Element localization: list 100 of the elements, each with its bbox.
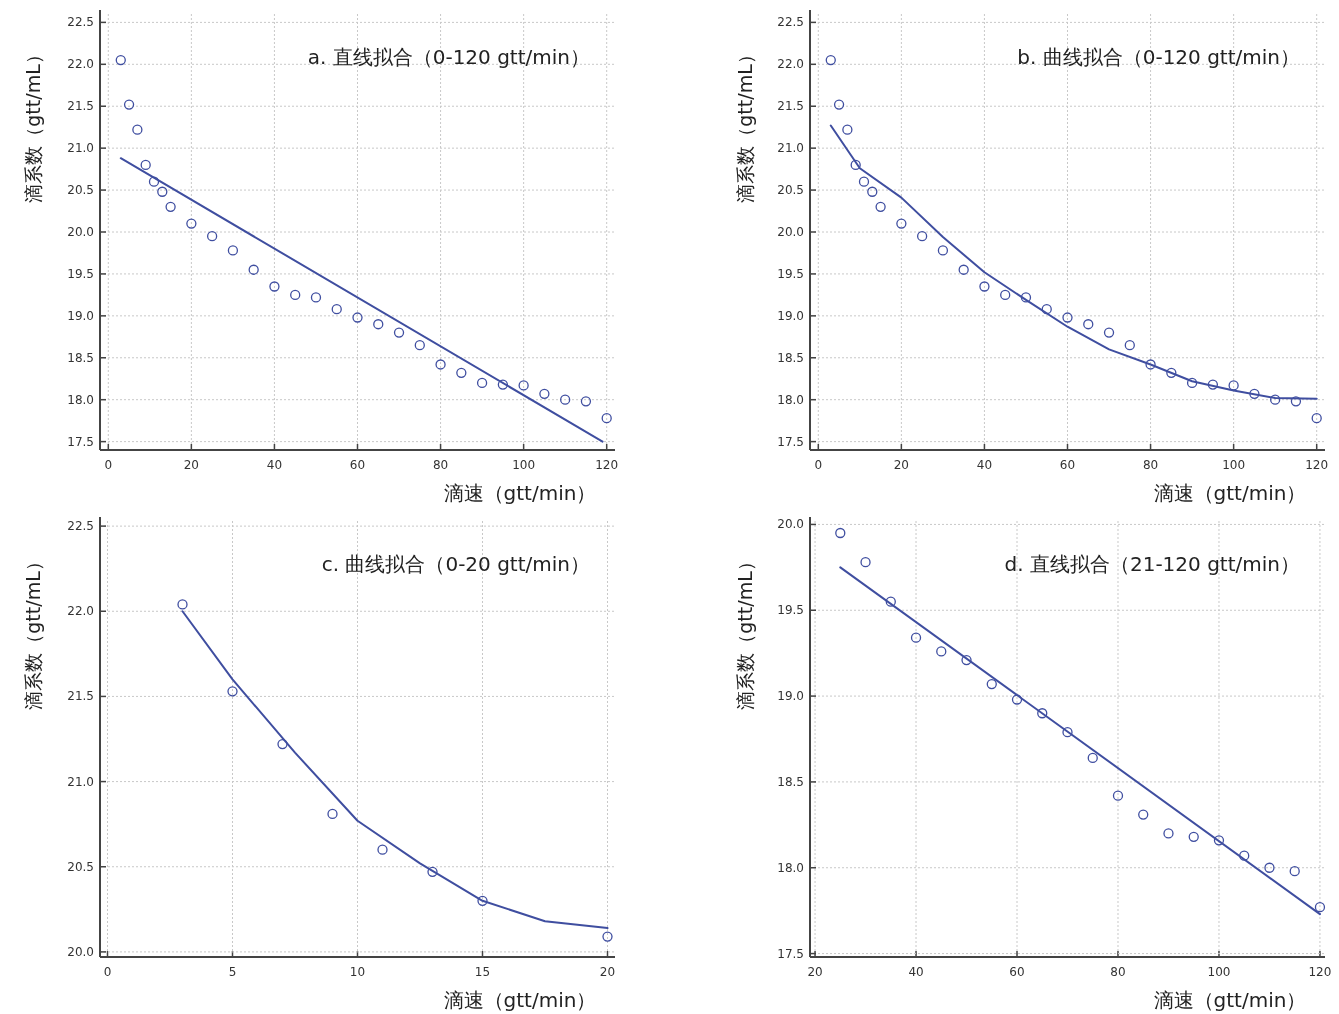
point xyxy=(269,281,280,292)
point xyxy=(1062,312,1073,323)
point xyxy=(1186,377,1198,389)
y-tick-label: 19.0 xyxy=(777,308,804,323)
y-tick-label: 22.5 xyxy=(67,15,94,30)
point xyxy=(1239,850,1250,861)
point xyxy=(456,367,467,379)
y-tick-label: 19.0 xyxy=(67,308,94,323)
y-tick-label: 22.5 xyxy=(777,15,804,30)
point xyxy=(885,596,896,607)
point xyxy=(1000,289,1011,301)
point xyxy=(165,201,176,212)
point xyxy=(476,377,488,389)
y-tick-label: 20.0 xyxy=(777,517,804,532)
point xyxy=(1207,379,1219,390)
point xyxy=(1314,902,1326,913)
point xyxy=(123,99,135,110)
point xyxy=(833,99,845,110)
point xyxy=(867,186,878,197)
x-tick-label: 40 xyxy=(976,458,993,472)
y-tick-label: 21.5 xyxy=(777,99,804,114)
point xyxy=(227,686,238,697)
point xyxy=(936,646,947,657)
x-tick-label: 20 xyxy=(183,458,200,472)
y-tick-label: 18.5 xyxy=(777,774,804,789)
point xyxy=(825,54,836,66)
y-tick-label: 21.5 xyxy=(67,99,94,114)
point xyxy=(186,218,197,229)
text: b. 曲线拟合（0-120 gtt/min） xyxy=(1017,45,1300,69)
point xyxy=(248,264,259,275)
point xyxy=(1163,828,1174,839)
point xyxy=(310,292,322,303)
point xyxy=(1124,340,1135,351)
point xyxy=(875,201,886,212)
point xyxy=(986,678,997,690)
x-axis-title: 滴速（gtt/min） xyxy=(1153,481,1307,505)
point xyxy=(477,895,488,906)
point xyxy=(1145,359,1156,370)
point xyxy=(177,599,188,610)
point xyxy=(140,159,151,171)
point xyxy=(858,176,870,187)
point xyxy=(377,844,388,855)
x-tick-label: 60 xyxy=(1059,458,1076,472)
x-tick-label: 60 xyxy=(1009,965,1025,979)
point xyxy=(373,319,384,330)
y-tick-label: 21.0 xyxy=(67,141,94,156)
point xyxy=(842,124,853,135)
y-tick-label: 22.0 xyxy=(777,57,804,72)
point xyxy=(1041,303,1052,315)
point xyxy=(896,218,907,229)
point xyxy=(227,245,239,256)
x-tick-label: 100 xyxy=(512,458,536,472)
point xyxy=(1138,809,1149,820)
point xyxy=(435,359,446,370)
point xyxy=(602,931,613,942)
y-tick-label: 19.5 xyxy=(67,266,94,281)
x-tick-label: 5 xyxy=(228,965,237,979)
point xyxy=(860,557,871,568)
y-tick-label: 21.5 xyxy=(67,689,94,704)
point xyxy=(835,527,846,539)
point xyxy=(850,159,861,171)
x-tick-label: 15 xyxy=(474,965,491,979)
y-tick-label: 22.5 xyxy=(67,519,94,534)
point xyxy=(497,379,509,390)
x-tick-label: 0 xyxy=(104,458,113,472)
point xyxy=(393,327,405,338)
point xyxy=(958,264,969,275)
point xyxy=(290,289,301,301)
point xyxy=(1311,412,1322,424)
point xyxy=(1188,831,1199,842)
x-tick-label: 100 xyxy=(1207,965,1231,979)
x-tick-label: 10 xyxy=(349,965,366,979)
point xyxy=(327,808,338,820)
point xyxy=(961,654,972,666)
x-tick-label: 0 xyxy=(103,965,112,979)
x-tick-label: 20 xyxy=(599,965,616,979)
y-tick-label: 17.5 xyxy=(777,434,804,449)
point xyxy=(979,281,990,292)
point xyxy=(1289,866,1300,877)
x-tick-label: 80 xyxy=(1110,965,1126,979)
point xyxy=(352,312,363,323)
y-tick-label: 18.0 xyxy=(777,860,804,875)
point xyxy=(580,396,592,407)
y-tick-label: 21.0 xyxy=(67,774,94,789)
x-axis-title: 滴速（gtt/min） xyxy=(443,988,597,1012)
point xyxy=(1087,752,1098,764)
y-tick-label: 18.5 xyxy=(777,350,804,365)
y-tick-label: 20.5 xyxy=(777,183,804,198)
text: c. 曲线拟合（0-20 gtt/min） xyxy=(321,552,590,576)
x-tick-label: 40 xyxy=(266,458,283,472)
x-tick-label: 0 xyxy=(814,458,823,472)
point xyxy=(115,54,126,66)
point xyxy=(1228,380,1239,391)
y-tick-label: 20.5 xyxy=(67,183,94,198)
x-tick-label: 120 xyxy=(1308,965,1332,979)
y-tick-label: 20.0 xyxy=(67,225,94,239)
x-tick-label: 120 xyxy=(1305,458,1329,472)
y-tick-label: 19.5 xyxy=(777,603,804,618)
point xyxy=(414,340,425,351)
point xyxy=(1083,319,1094,330)
